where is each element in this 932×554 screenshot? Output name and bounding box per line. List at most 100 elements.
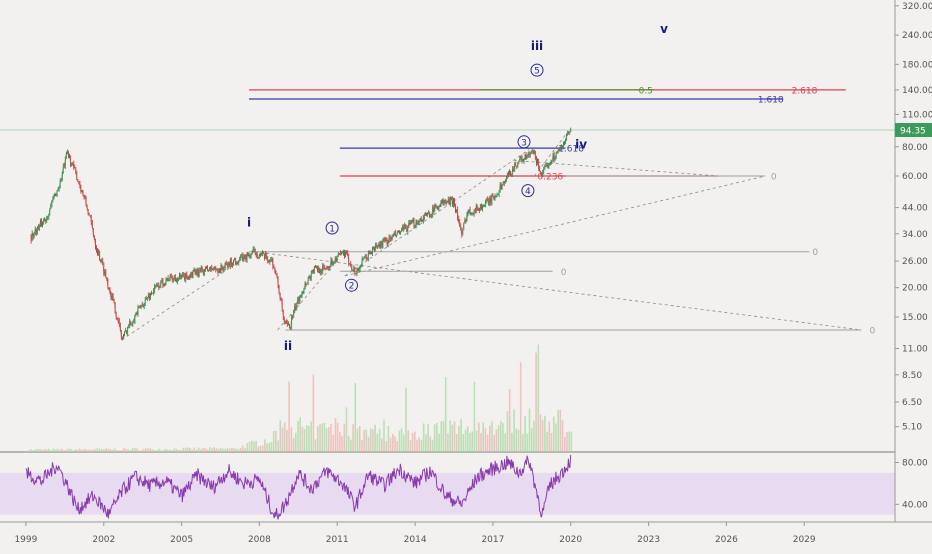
volume-bar	[292, 438, 295, 452]
volume-bar	[147, 448, 149, 452]
volume-bar	[478, 422, 480, 452]
volume-bar	[100, 449, 103, 452]
volume-bar	[195, 449, 198, 452]
wave-label: 5	[534, 67, 540, 77]
volume-bar	[363, 429, 365, 452]
volume-bar	[253, 441, 255, 452]
volume-bar	[169, 449, 171, 452]
volume-bar	[561, 420, 564, 452]
volume-bar	[310, 421, 312, 452]
volume-bar	[283, 422, 286, 452]
volume-bar	[156, 450, 158, 452]
volume-bar	[167, 449, 169, 452]
volume-bar	[56, 448, 59, 452]
volume-bar	[272, 431, 275, 452]
volume-bar	[555, 423, 557, 452]
volume-bar	[92, 449, 94, 452]
level-label: 0	[870, 327, 876, 337]
volume-bar	[339, 431, 341, 452]
volume-bar	[239, 447, 242, 452]
volume-bar	[52, 448, 54, 452]
volume-bar	[431, 439, 434, 452]
volume-bar	[539, 414, 542, 452]
volume-bar	[550, 432, 553, 452]
volume-bar	[411, 433, 414, 452]
volume-bar	[447, 433, 449, 452]
volume-bar	[105, 448, 107, 452]
volume-bar	[244, 448, 246, 452]
time-tick-label: 2017	[481, 535, 504, 545]
volume-bar	[89, 449, 92, 452]
volume-bar	[352, 424, 354, 452]
volume-bar	[486, 434, 489, 452]
volume-bar	[72, 450, 74, 452]
volume-bar	[400, 428, 403, 452]
volume-bar	[184, 447, 187, 452]
volume-bar	[420, 439, 423, 452]
volume-bar	[464, 429, 467, 452]
volume-bar	[268, 442, 271, 452]
volume-bar	[328, 427, 330, 452]
volume-bar	[394, 436, 396, 452]
volume-bar	[279, 420, 282, 452]
volume-bar	[308, 425, 310, 452]
price-tick-label: 180.00	[902, 60, 932, 70]
volume-bar	[358, 426, 361, 452]
volume-bar	[376, 434, 379, 452]
volume-bar	[508, 389, 511, 452]
volume-bar	[261, 445, 264, 452]
volume-bar	[125, 448, 127, 452]
volume-bar	[41, 449, 43, 452]
volume-bar	[381, 438, 383, 452]
volume-bar	[180, 450, 182, 452]
volume-bar	[39, 448, 41, 452]
volume-bar	[61, 448, 63, 452]
price-tick-label: 11.00	[902, 345, 928, 355]
volume-bar	[462, 434, 465, 452]
volume-bar	[341, 436, 343, 452]
volume-bar	[63, 450, 65, 452]
price-tick-label: 34.00	[902, 230, 928, 240]
price-line	[30, 128, 571, 339]
volume-bar	[217, 448, 220, 452]
level-label: 1.618	[558, 145, 584, 155]
volume-bar	[515, 428, 518, 452]
volume-bar	[374, 424, 376, 452]
volume-bar	[136, 448, 138, 452]
volume-bar	[345, 407, 348, 452]
volume-bar	[425, 434, 427, 452]
price-tick-label: 15.00	[902, 313, 928, 323]
volume-bar	[334, 418, 337, 452]
volume-bar	[436, 423, 438, 452]
volume-bar	[332, 434, 334, 452]
wave-label: iii	[531, 39, 543, 53]
time-tick-label: 2026	[715, 535, 738, 545]
volume-bar	[151, 449, 154, 452]
volume-bar	[347, 435, 350, 452]
volume-bar	[442, 421, 445, 452]
price-tick-label: 110.00	[902, 110, 932, 120]
volume-bar	[504, 433, 506, 452]
price-tick-label: 44.00	[902, 204, 928, 214]
volume-bar	[526, 433, 529, 452]
volume-bar	[356, 428, 359, 452]
volume-bar	[94, 449, 96, 452]
volume-bar	[455, 434, 458, 452]
volume-bar	[383, 420, 385, 452]
volume-bar	[266, 443, 268, 452]
rsi-series	[25, 454, 572, 520]
volume-bar	[511, 432, 513, 452]
volume-bar	[257, 446, 260, 452]
level-label: 2.618	[792, 86, 818, 96]
volume-bar	[50, 450, 52, 452]
volume-bar	[259, 445, 262, 452]
rsi-line	[25, 454, 572, 520]
volume-bar	[87, 449, 90, 452]
volume-bar	[193, 447, 196, 452]
level-label: 0.5	[639, 86, 653, 96]
volume-bar	[200, 449, 202, 452]
volume-bar	[98, 448, 101, 452]
volume-bar	[325, 428, 328, 452]
